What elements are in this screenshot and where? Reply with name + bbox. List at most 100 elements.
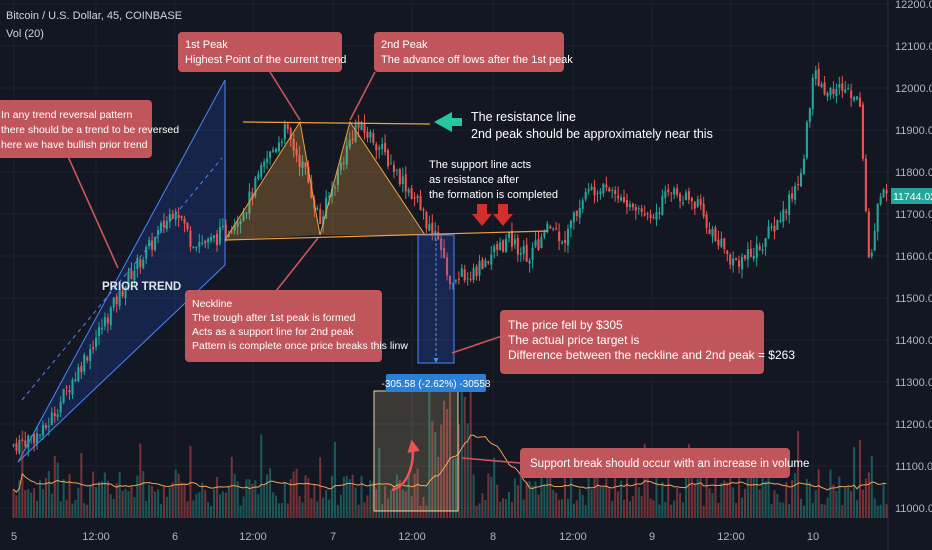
volume-bar — [186, 501, 189, 518]
candle-body — [204, 240, 207, 244]
candle-body — [446, 257, 449, 276]
volume-bar — [395, 474, 398, 518]
candle-body — [419, 195, 422, 210]
volume-bar — [121, 490, 124, 518]
candle-body — [493, 246, 496, 253]
svg-text:Support break should occur wit: Support break should occur with an incre… — [530, 458, 809, 470]
volume-bar — [611, 500, 614, 518]
callout-resistance: The resistance line 2nd peak should be a… — [471, 110, 713, 141]
volume-bar — [637, 487, 640, 518]
volume-bar — [97, 481, 101, 518]
volume-arrow — [391, 439, 420, 492]
candle-body — [864, 158, 867, 211]
candle-body — [266, 158, 269, 163]
volume-bar — [419, 505, 422, 518]
candle-body — [440, 238, 443, 251]
volume-bar — [861, 489, 864, 518]
candle-body — [307, 166, 310, 183]
volume-bar — [561, 499, 564, 518]
volume-bar — [628, 501, 631, 518]
candle-body — [826, 93, 829, 97]
volume-bar — [448, 389, 452, 518]
volume-bar — [174, 469, 177, 518]
volume-bar — [103, 472, 106, 518]
time-axis[interactable]: 5 12:00 6 12:00 7 12:00 8 12:00 9 12:00 10 — [11, 531, 819, 543]
volume-bar — [189, 445, 192, 518]
volume-bar — [864, 478, 867, 518]
candle-body — [850, 90, 853, 99]
volume-bar — [478, 503, 481, 518]
volume-bar — [398, 479, 401, 518]
volume-bar — [705, 475, 708, 518]
volume-bar — [307, 478, 310, 518]
candle-body — [596, 193, 599, 195]
volume-bar — [224, 492, 227, 518]
x-tick-label: 10 — [807, 531, 819, 543]
candle-body — [151, 240, 154, 250]
candle-body — [705, 214, 708, 228]
x-tick-label: 9 — [649, 531, 655, 543]
candle-body — [233, 224, 236, 231]
candle-body — [378, 147, 381, 150]
candle-body — [27, 435, 30, 448]
candle-body — [86, 357, 89, 361]
candle-body — [83, 355, 86, 372]
volume-bar — [118, 472, 121, 518]
candle-body — [115, 296, 118, 305]
volume-bar — [714, 476, 717, 518]
candle-body — [478, 261, 481, 276]
candle-body — [634, 206, 637, 211]
candle-body — [729, 254, 732, 265]
volume-bar — [310, 498, 313, 518]
candle-body — [575, 210, 578, 216]
volume-bar — [575, 500, 578, 518]
volume-bar — [823, 504, 826, 518]
volume-bar — [528, 481, 531, 518]
volume-bar — [676, 488, 679, 518]
candle-body — [608, 188, 611, 192]
volume-bar — [330, 475, 334, 518]
volume-bar — [817, 469, 820, 518]
price-axis[interactable]: 12200.00 12100.00 12000.00 11900.00 11800.00… — [895, 0, 932, 515]
candle-body — [522, 246, 525, 254]
svg-text:1st Peak: 1st Peak — [185, 39, 228, 51]
candle-body — [384, 142, 387, 153]
candle-body — [720, 238, 723, 247]
volume-bar — [631, 496, 634, 518]
volume-bar — [732, 487, 735, 518]
candle-body — [873, 230, 876, 251]
volume-bar — [808, 482, 811, 518]
candle-body — [269, 151, 272, 158]
volume-bar — [502, 498, 505, 518]
candle-body — [136, 257, 139, 269]
last-price-text: 11744.02 — [893, 191, 932, 203]
candle-body — [260, 165, 263, 177]
candle-body — [431, 222, 434, 236]
measure-tool — [417, 234, 455, 364]
volume-bar — [233, 474, 236, 518]
candle-body — [389, 163, 393, 165]
volume-bar — [605, 478, 608, 518]
volume-bar — [443, 400, 446, 518]
candle-body — [602, 183, 605, 194]
volume-bar — [472, 474, 475, 518]
volume-bar — [204, 490, 207, 518]
volume-bar — [717, 502, 720, 518]
candle-body — [366, 131, 369, 138]
candle-body — [507, 231, 511, 239]
volume-bar — [537, 494, 540, 518]
candle-body — [481, 259, 484, 270]
volume-bar — [484, 499, 487, 518]
x-tick-label: 7 — [330, 531, 336, 543]
volume-bar — [428, 390, 431, 518]
volume-bar — [602, 486, 605, 518]
candle-body — [381, 144, 384, 150]
volume-bar — [853, 446, 856, 518]
candle-body — [552, 228, 555, 230]
volume-bar — [670, 504, 673, 518]
candle-body — [749, 248, 752, 257]
candle-body — [148, 239, 151, 247]
x-tick-label: 5 — [11, 531, 17, 543]
